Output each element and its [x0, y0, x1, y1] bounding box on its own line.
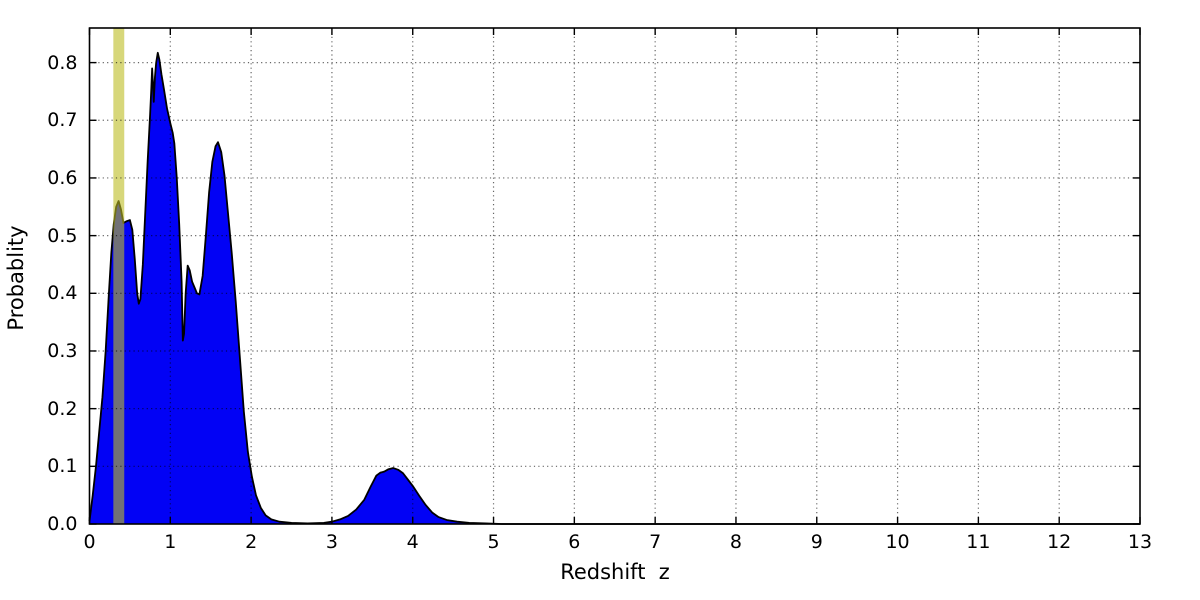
x-tick-label: 11 [966, 531, 991, 553]
y-tick-label: 0.7 [47, 109, 78, 132]
x-axis-label: Redshift z [560, 560, 670, 584]
x-tick-label: 8 [729, 531, 742, 553]
density-fill [89, 52, 1140, 525]
density-outline [88, 51, 1140, 525]
x-tick-label: 2 [245, 531, 258, 553]
y-tick-label: 0.3 [47, 339, 78, 362]
x-tick-label: 0 [83, 531, 96, 553]
y-tick-label: 0.2 [47, 397, 78, 420]
axes-spines [88, 27, 1141, 525]
y-tick-label: 0.4 [47, 282, 78, 305]
x-tick-label: 10 [885, 531, 910, 553]
y-tick-label: 0.6 [47, 166, 78, 189]
tick-marks [88, 28, 1141, 525]
x-tick-label: 7 [649, 531, 662, 553]
y-axis-label: Probablity [4, 225, 28, 331]
x-tick-label: 1 [164, 531, 177, 553]
y-tick-label: 0.5 [47, 224, 78, 247]
x-tick-label: 5 [487, 531, 500, 553]
x-tick-label: 4 [406, 531, 419, 553]
selected-redshift-band [113, 28, 125, 524]
x-tick-label: 13 [1127, 531, 1153, 553]
y-tick-label: 0.1 [47, 455, 78, 478]
y-tick-label: 0.0 [47, 513, 78, 535]
x-tick-label: 3 [325, 531, 338, 553]
x-tick-label: 6 [568, 531, 581, 553]
x-tick-label: 12 [1047, 531, 1072, 553]
y-tick-label: 0.8 [47, 51, 78, 74]
x-tick-label: 9 [810, 531, 823, 553]
